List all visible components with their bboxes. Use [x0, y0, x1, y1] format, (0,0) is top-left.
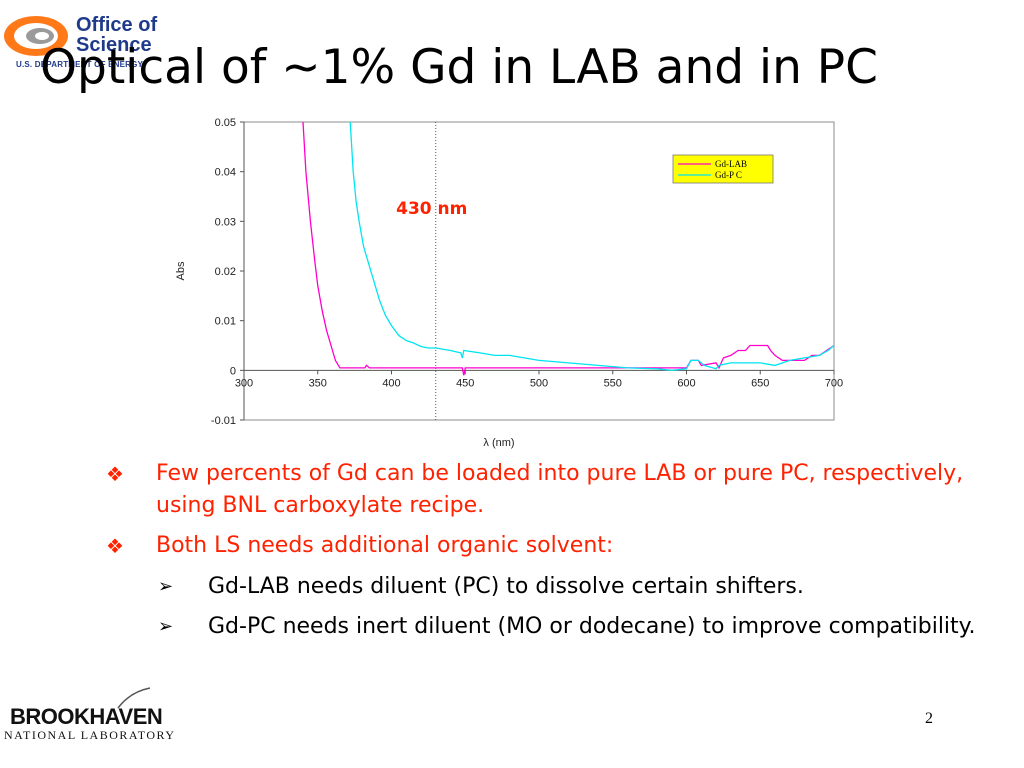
- sub-bullet-text: Gd-LAB needs diluent (PC) to dissolve ce…: [208, 574, 804, 599]
- x-tick-label: 550: [604, 377, 622, 389]
- page-number: 2: [925, 710, 933, 727]
- y-tick-label: -0.01: [211, 415, 236, 427]
- bnl-subtitle: NATIONAL LABORATORY: [4, 728, 176, 742]
- brookhaven-logo: BROOKHAVEN NATIONAL LABORATORY: [0, 686, 200, 746]
- diamond-bullet-icon: ❖: [106, 462, 124, 486]
- logo-office-of: Office of: [76, 14, 158, 36]
- doe-office-of-science-logo: Office of Science U.S. DEPARTMENT OF ENE…: [2, 10, 182, 74]
- x-tick-label: 500: [530, 377, 548, 389]
- arrow-bullet-icon: ➢: [158, 576, 174, 597]
- series-line-gd-lab: [302, 121, 835, 376]
- logo-doe: U.S. DEPARTMENT OF ENERGY: [16, 60, 144, 69]
- y-tick-label: 0.04: [215, 167, 236, 179]
- sub-bullet-item: ➢ Gd-LAB needs diluent (PC) to dissolve …: [100, 570, 980, 604]
- x-tick-label: 300: [235, 377, 253, 389]
- series-line-gd-p-c: [349, 121, 835, 371]
- y-axis-label: Abs: [175, 261, 187, 280]
- sub-bullet-item: ➢ Gd-PC needs inert diluent (MO or dodec…: [100, 610, 980, 644]
- sub-bullet-text: Gd-PC needs inert diluent (MO or dodecan…: [208, 614, 976, 639]
- doe-swirl-icon: [4, 16, 68, 56]
- x-tick-label: 700: [825, 377, 843, 389]
- bullet-item: ❖ Few percents of Gd can be loaded into …: [100, 458, 980, 522]
- x-tick-label: 350: [309, 377, 327, 389]
- logo-science: Science: [76, 34, 152, 56]
- arrow-bullet-icon: ➢: [158, 616, 174, 637]
- bullet-item: ❖ Both LS needs additional organic solve…: [100, 530, 980, 562]
- legend-label: Gd-P C: [715, 170, 742, 180]
- x-tick-label: 650: [751, 377, 769, 389]
- annotation-430nm: 430 nm: [396, 199, 467, 219]
- bullet-text: Few percents of Gd can be loaded into pu…: [156, 461, 964, 518]
- x-tick-label: 400: [382, 377, 400, 389]
- y-tick-label: 0.02: [215, 266, 236, 278]
- bullet-list: ❖ Few percents of Gd can be loaded into …: [100, 458, 980, 650]
- bnl-name: BROOKHAVEN: [10, 704, 163, 729]
- x-axis-label: λ (nm): [483, 437, 514, 449]
- diamond-bullet-icon: ❖: [106, 534, 124, 558]
- legend-label: Gd-LAB: [715, 159, 747, 169]
- legend-box: [672, 154, 774, 184]
- bullet-text: Both LS needs additional organic solvent…: [156, 533, 614, 558]
- y-tick-label: 0.05: [215, 117, 236, 129]
- bnl-swoosh-icon: [117, 687, 151, 709]
- x-tick-label: 450: [456, 377, 474, 389]
- y-tick-label: 0: [230, 365, 236, 377]
- slide-title: Optical of ~1% Gd in LAB and in PC: [40, 40, 878, 95]
- absorbance-chart: 300 350 400 450 500 550 600 650 700 0.05 0.04 0.03 0…: [175, 117, 843, 449]
- x-tick-label: 600: [677, 377, 695, 389]
- y-tick-label: 0.03: [215, 216, 236, 228]
- y-tick-label: 0.01: [215, 316, 236, 328]
